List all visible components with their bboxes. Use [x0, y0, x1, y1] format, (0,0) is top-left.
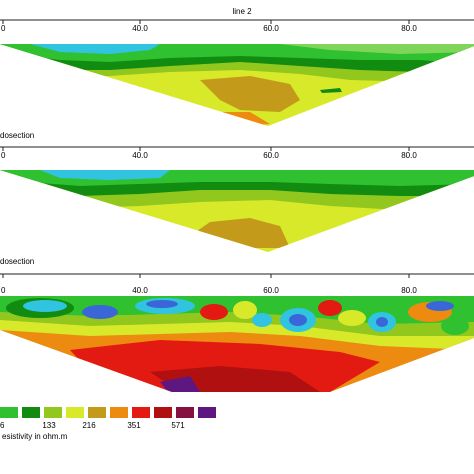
tick-label: 40.0 [132, 24, 148, 33]
tick-label: 80.0 [401, 24, 417, 33]
legend-swatch [110, 407, 128, 418]
tick-label: 60.0 [263, 24, 279, 33]
tick-label: 60.0 [263, 151, 279, 160]
panel-2-axis: 0 40.0 60.0 80.0 [0, 146, 474, 160]
tick-label: 60.0 [263, 286, 279, 295]
tick-label: 40.0 [132, 151, 148, 160]
tick-label: 0 [1, 24, 6, 33]
legend-label: 133 [42, 421, 56, 430]
legend-swatch [132, 407, 150, 418]
legend-swatch [88, 407, 106, 418]
panel-3-axis: 0 40.0 60.0 80.0 [0, 273, 474, 295]
tick-label: 80.0 [401, 286, 417, 295]
panel-1-label: dosection [0, 131, 34, 140]
panel-2-section [0, 170, 474, 252]
legend-swatch [22, 407, 40, 418]
tick-label: 80.0 [401, 151, 417, 160]
legend-label: 216 [82, 421, 96, 430]
panel-2-label: dosection [0, 257, 34, 266]
chart-title: line 2 [232, 7, 252, 16]
legend-label: 6 [0, 421, 5, 430]
panel-3-section [0, 296, 474, 392]
color-legend: 6 133 216 351 571 esistivity in ohm.m [0, 407, 216, 441]
legend-swatch [154, 407, 172, 418]
legend-swatch [44, 407, 62, 418]
legend-label: 351 [127, 421, 141, 430]
legend-swatch [66, 407, 84, 418]
legend-label: 571 [171, 421, 185, 430]
legend-units: esistivity in ohm.m [2, 432, 68, 441]
tick-label: 40.0 [132, 286, 148, 295]
legend-swatch [198, 407, 216, 418]
panel-1-section [0, 44, 474, 126]
tick-label: 0 [1, 286, 6, 295]
panel-1-axis: 0 40.0 60.0 80.0 [0, 19, 474, 33]
tick-label: 0 [1, 151, 6, 160]
legend-swatch [0, 407, 18, 418]
legend-swatch [176, 407, 194, 418]
